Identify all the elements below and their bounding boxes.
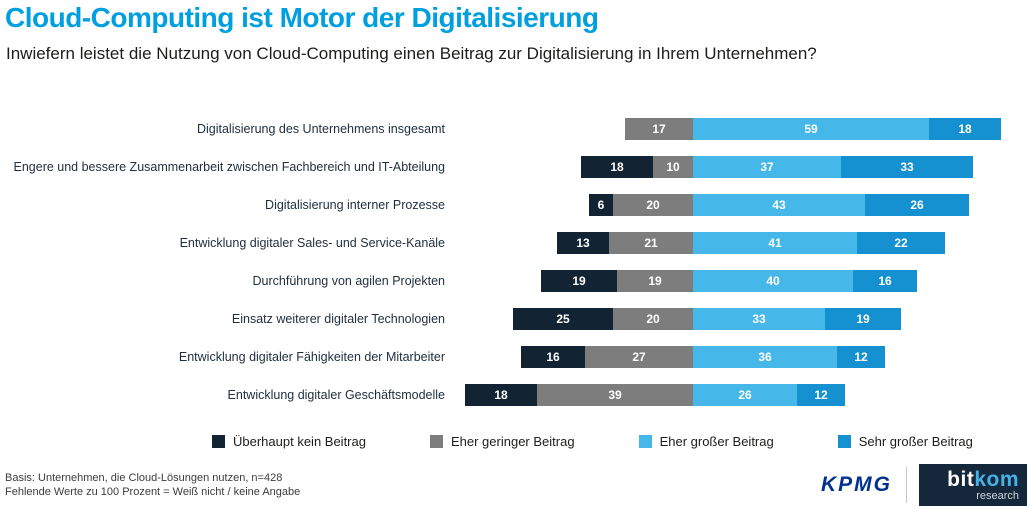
chart-row: Engere und bessere Zusammenarbeit zwisch…	[0, 156, 1030, 178]
bar-segment: 26	[865, 194, 969, 216]
legend-swatch-icon	[212, 434, 225, 448]
bar-segment: 17	[625, 118, 693, 140]
kpmg-logo: KPMG	[821, 473, 892, 496]
bar-segment: 12	[837, 346, 885, 368]
category-label: Einsatz weiterer digitaler Technologien	[231, 312, 445, 326]
bitkom-logo-text: bitkom	[947, 467, 1019, 491]
legend-swatch-icon	[429, 434, 443, 448]
bar-segment: 21	[609, 232, 693, 254]
category-label: Durchführung von agilen Projekten	[252, 274, 445, 288]
legend-label: Sehr großer Beitrag	[858, 433, 973, 449]
chart-row: Digitalisierung des Unternehmens insgesa…	[0, 118, 1030, 140]
chart-row: Entwicklung digitaler Geschäftsmodelle 18…	[0, 384, 1030, 406]
negative-stack: 18 10	[581, 156, 693, 178]
legend-swatch-icon	[638, 434, 652, 448]
negative-stack: 16 27	[521, 346, 693, 368]
footnote-line-1: Basis: Unternehmen, die Cloud-Lösungen n…	[5, 472, 283, 484]
footnote-line-2: Fehlende Werte zu 100 Prozent = Weiß nic…	[5, 486, 301, 498]
chart-row: Durchführung von agilen Projekten 19 19 40 1…	[0, 270, 1030, 292]
category-label: Entwicklung digitaler Fähigkeiten der Mi…	[178, 350, 445, 364]
legend-swatch-icon	[837, 434, 851, 448]
legend-item: Überhaupt kein Beitrag	[212, 434, 366, 449]
brand-divider	[906, 467, 907, 503]
bar-segment: 33	[841, 156, 973, 178]
branding-area: KPMG bitkom research	[821, 462, 1030, 508]
bar-segment: 16	[853, 270, 917, 292]
bitkom-research-logo: bitkom research	[919, 464, 1027, 506]
negative-stack: 25 20	[513, 308, 693, 330]
legend-item: Sehr großer Beitrag	[837, 433, 973, 449]
chart-row: Einsatz weiterer digitaler Technologien 2…	[0, 308, 1030, 330]
bar-segment: 26	[693, 384, 797, 406]
bar-segment: 19	[541, 270, 617, 292]
chart-row: Digitalisierung interner Prozesse 6 20 43 26	[0, 194, 1030, 216]
bar-segment: 20	[613, 194, 693, 216]
bar-segment: 33	[693, 308, 825, 330]
bar-segment: 10	[653, 156, 693, 178]
positive-stack: 36 12	[693, 346, 885, 368]
bar-segment: 19	[825, 308, 901, 330]
bar-segment: 22	[857, 232, 945, 254]
bar-segment: 40	[693, 270, 853, 292]
chart-area: Digitalisierung des Unternehmens insgesa…	[0, 110, 1030, 416]
positive-stack: 40 16	[693, 270, 917, 292]
negative-stack: 18 39	[465, 384, 693, 406]
bar-segment: 43	[693, 194, 865, 216]
category-label: Entwicklung digitaler Geschäftsmodelle	[227, 388, 445, 402]
category-label: Engere und bessere Zusammenarbeit zwisch…	[13, 160, 446, 174]
bar-segment: 19	[617, 270, 693, 292]
positive-stack: 26 12	[693, 384, 845, 406]
bar-segment: 6	[589, 194, 613, 216]
bar-segment: 27	[585, 346, 693, 368]
chart-legend: Überhaupt kein Beitrag Eher geringer Beit…	[212, 432, 973, 450]
category-label: Entwicklung digitaler Sales- und Service…	[179, 236, 445, 250]
bitkom-research-text: research	[976, 489, 1019, 502]
bar-segment: 12	[797, 384, 845, 406]
bar-segment: 36	[693, 346, 837, 368]
bar-segment: 41	[693, 232, 857, 254]
bar-segment: 25	[513, 308, 613, 330]
bar-segment: 18	[929, 118, 1001, 140]
legend-item: Eher großer Beitrag	[638, 433, 774, 449]
bar-segment: 16	[521, 346, 585, 368]
bar-segment: 18	[465, 384, 537, 406]
legend-label: Eher geringer Beitrag	[450, 433, 575, 449]
legend-label: Eher großer Beitrag	[659, 433, 774, 449]
legend-item: Eher geringer Beitrag	[429, 433, 575, 449]
positive-stack: 37 33	[693, 156, 973, 178]
bar-segment: 39	[537, 384, 693, 406]
positive-stack: 59 18	[693, 118, 1001, 140]
legend-label: Überhaupt kein Beitrag	[233, 433, 366, 449]
negative-stack: 17	[625, 118, 693, 140]
footnote: Basis: Unternehmen, die Cloud-Lösungen n…	[5, 471, 300, 499]
positive-stack: 33 19	[693, 308, 901, 330]
category-label: Digitalisierung des Unternehmens insgesa…	[196, 122, 445, 136]
bar-segment: 59	[693, 118, 929, 140]
negative-stack: 19 19	[541, 270, 693, 292]
negative-stack: 13 21	[557, 232, 693, 254]
positive-stack: 43 26	[693, 194, 969, 216]
bar-segment: 20	[613, 308, 693, 330]
chart-row: Entwicklung digitaler Fähigkeiten der Mi…	[0, 346, 1030, 368]
bar-segment: 37	[693, 156, 841, 178]
positive-stack: 41 22	[693, 232, 945, 254]
chart-row: Entwicklung digitaler Sales- und Service…	[0, 232, 1030, 254]
page-title: Cloud-Computing ist Motor der Digitalisi…	[5, 2, 599, 33]
page-subtitle: Inwiefern leistet die Nutzung von Cloud-…	[6, 44, 817, 63]
negative-stack: 6 20	[589, 194, 693, 216]
bar-segment: 13	[557, 232, 609, 254]
bar-segment: 18	[581, 156, 653, 178]
category-label: Digitalisierung interner Prozesse	[265, 198, 445, 212]
